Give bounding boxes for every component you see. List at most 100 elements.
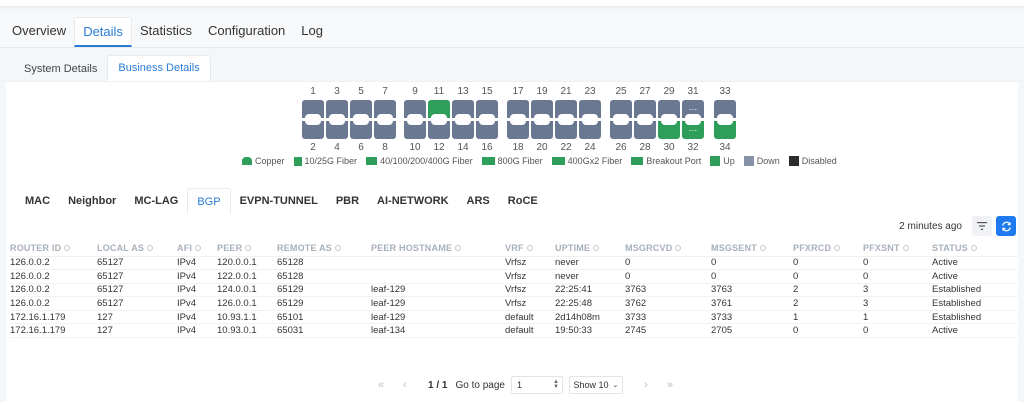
port-24[interactable] bbox=[579, 120, 601, 139]
tab-neighbor[interactable]: Neighbor bbox=[68, 195, 117, 207]
sort-icon[interactable] bbox=[64, 245, 71, 252]
tab-ars[interactable]: ARS bbox=[466, 195, 490, 207]
column-header[interactable]: MSGRCVD bbox=[625, 240, 711, 257]
port-19[interactable] bbox=[531, 100, 553, 119]
port-2[interactable] bbox=[302, 120, 324, 139]
goto-page-input[interactable]: 1 ▲ ▼ bbox=[510, 376, 563, 394]
port-27[interactable] bbox=[634, 100, 656, 119]
sort-icon[interactable] bbox=[245, 245, 252, 252]
tab-business-details[interactable]: Business Details bbox=[107, 55, 211, 81]
column-header[interactable]: AFI bbox=[177, 240, 217, 257]
table-row[interactable]: 172.16.1.179 127 IPv4 10.93.0.1 65031 leaf-13… bbox=[10, 323, 1018, 339]
port-33[interactable] bbox=[714, 100, 736, 119]
port-20[interactable] bbox=[531, 120, 553, 139]
port-1[interactable] bbox=[302, 100, 324, 119]
table-cell: Active bbox=[932, 269, 1018, 284]
table-row[interactable]: 126.0.0.2 65127 IPv4 126.0.0.1 65129 leaf-129… bbox=[10, 296, 1018, 311]
port-28[interactable] bbox=[634, 120, 656, 139]
table-row[interactable]: 126.0.0.2 65127 IPv4 120.0.0.1 65128 Vrfsz nev… bbox=[10, 256, 1018, 271]
column-header[interactable]: PEER HOSTNAME bbox=[371, 240, 505, 257]
port-31[interactable]: … bbox=[682, 100, 704, 119]
table-row[interactable]: 126.0.0.2 65127 IPv4 122.0.0.1 65128 Vrfsz nev… bbox=[10, 269, 1018, 284]
table-cell: 0 bbox=[625, 269, 711, 284]
first-page-button[interactable]: « bbox=[377, 379, 385, 391]
tab-pbr[interactable]: PBR bbox=[335, 195, 360, 207]
port-6[interactable] bbox=[350, 120, 372, 139]
refresh-button[interactable] bbox=[996, 216, 1016, 236]
sort-icon[interactable] bbox=[334, 245, 341, 252]
tab-statistics[interactable]: Statistics bbox=[139, 23, 192, 38]
port-16[interactable] bbox=[476, 120, 498, 139]
port-13[interactable] bbox=[452, 100, 474, 119]
port-32[interactable]: … bbox=[682, 120, 704, 139]
table-cell: 65129 bbox=[277, 283, 371, 298]
table-cell: Active bbox=[932, 256, 1018, 271]
prev-page-button[interactable]: ‹ bbox=[403, 379, 407, 391]
sort-icon[interactable] bbox=[147, 245, 154, 252]
table-cell: 3761 bbox=[711, 296, 793, 311]
column-header[interactable]: MSGSENT bbox=[711, 240, 793, 257]
column-header[interactable]: LOCAL AS bbox=[97, 240, 177, 257]
port-9[interactable] bbox=[404, 100, 426, 119]
port-7[interactable] bbox=[374, 100, 396, 119]
port-29[interactable] bbox=[658, 100, 680, 119]
tab-mac[interactable]: MAC bbox=[25, 195, 51, 207]
column-header[interactable]: VRF bbox=[505, 240, 555, 257]
port-4[interactable] bbox=[326, 120, 348, 139]
table-row[interactable]: 126.0.0.2 65127 IPv4 124.0.0.1 65129 leaf-129… bbox=[10, 283, 1018, 298]
tab-configuration[interactable]: Configuration bbox=[207, 23, 286, 38]
port-3[interactable] bbox=[326, 100, 348, 119]
column-header[interactable]: PFXSNT bbox=[863, 240, 932, 257]
column-header[interactable]: ROUTER ID bbox=[10, 240, 97, 257]
tab-system-details[interactable]: System Details bbox=[24, 63, 98, 75]
table-row[interactable]: 172.16.1.179 127 IPv4 10.93.1.1 65101 leaf-12… bbox=[10, 310, 1018, 325]
port-25[interactable] bbox=[610, 100, 632, 119]
port-17[interactable] bbox=[507, 100, 529, 119]
filter-button[interactable] bbox=[972, 216, 992, 236]
column-header[interactable]: PFXRCD bbox=[793, 240, 863, 257]
port-10[interactable] bbox=[404, 120, 426, 139]
sort-icon[interactable] bbox=[902, 245, 909, 252]
sort-icon[interactable] bbox=[593, 245, 600, 252]
sort-icon[interactable] bbox=[675, 245, 682, 252]
stepper-icon[interactable]: ▲ ▼ bbox=[553, 379, 559, 390]
port-30[interactable] bbox=[658, 120, 680, 139]
column-header[interactable]: PEER bbox=[217, 240, 277, 257]
sort-icon[interactable] bbox=[455, 245, 462, 252]
tab-evpn-tunnel[interactable]: EVPN-TUNNEL bbox=[239, 195, 318, 207]
port-11[interactable] bbox=[428, 100, 450, 119]
tab-overview[interactable]: Overview bbox=[12, 23, 67, 38]
port-5[interactable] bbox=[350, 100, 372, 119]
column-header[interactable]: STATUS bbox=[932, 240, 1018, 257]
tab-bgp[interactable]: BGP bbox=[187, 188, 231, 214]
tab-mc-lag[interactable]: MC-LAG bbox=[134, 195, 179, 207]
port-34[interactable] bbox=[714, 120, 736, 139]
legend-f3: 800G Fiber bbox=[481, 156, 543, 166]
port-8[interactable] bbox=[374, 120, 396, 139]
column-header[interactable]: REMOTE AS bbox=[277, 240, 371, 257]
sort-icon[interactable] bbox=[195, 245, 202, 252]
sort-icon[interactable] bbox=[970, 245, 977, 252]
tab-details[interactable]: Details bbox=[74, 17, 132, 47]
next-page-button[interactable]: › bbox=[644, 379, 648, 391]
port-26[interactable] bbox=[610, 120, 632, 139]
port-12[interactable] bbox=[428, 120, 450, 139]
up-swatch-icon bbox=[710, 156, 721, 166]
tab-log[interactable]: Log bbox=[301, 23, 323, 38]
port-14[interactable] bbox=[452, 120, 474, 139]
port-pair: 11 12 bbox=[428, 86, 450, 154]
column-header[interactable]: UPTIME bbox=[555, 240, 625, 257]
tab-ai-network[interactable]: AI-NETWORK bbox=[377, 195, 449, 207]
page-size-select[interactable]: Show 10 ⌄ bbox=[568, 376, 623, 394]
port-18[interactable] bbox=[507, 120, 529, 139]
last-page-button[interactable]: » bbox=[666, 379, 674, 391]
tab-roce[interactable]: RoCE bbox=[507, 195, 538, 207]
sort-icon[interactable] bbox=[834, 245, 841, 252]
table-cell: 65101 bbox=[277, 310, 371, 325]
port-21[interactable] bbox=[555, 100, 577, 119]
port-22[interactable] bbox=[555, 120, 577, 139]
sort-icon[interactable] bbox=[526, 245, 533, 252]
port-15[interactable] bbox=[476, 100, 498, 119]
sort-icon[interactable] bbox=[759, 245, 766, 252]
port-23[interactable] bbox=[579, 100, 601, 119]
